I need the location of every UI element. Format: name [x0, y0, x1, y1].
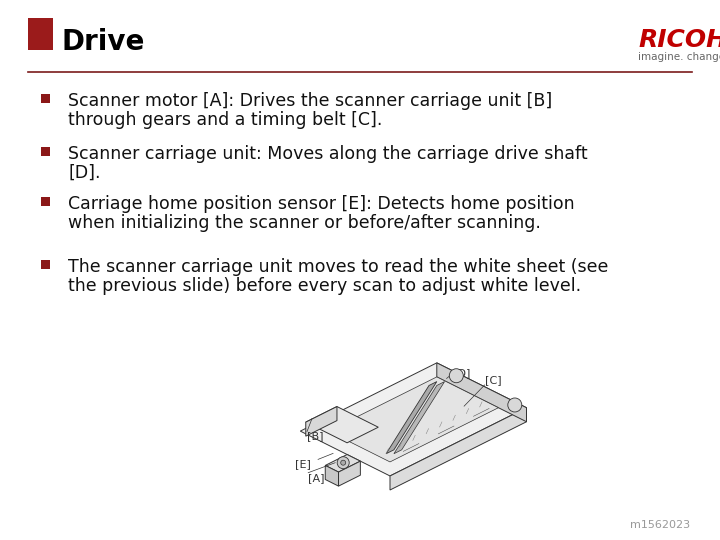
- Polygon shape: [394, 382, 445, 454]
- Polygon shape: [325, 455, 361, 472]
- FancyBboxPatch shape: [40, 260, 50, 269]
- Polygon shape: [306, 407, 378, 443]
- FancyBboxPatch shape: [28, 18, 53, 50]
- Polygon shape: [300, 363, 526, 476]
- Text: Carriage home position sensor [E]: Detects home position: Carriage home position sensor [E]: Detec…: [68, 195, 575, 213]
- Text: The scanner carriage unit moves to read the white sheet (see: The scanner carriage unit moves to read …: [68, 258, 608, 276]
- Text: Scanner carriage unit: Moves along the carriage drive shaft: Scanner carriage unit: Moves along the c…: [68, 145, 588, 163]
- Text: through gears and a timing belt [C].: through gears and a timing belt [C].: [68, 111, 382, 129]
- Circle shape: [508, 398, 522, 412]
- Polygon shape: [338, 461, 361, 486]
- Polygon shape: [386, 382, 437, 454]
- Text: imagine. change.: imagine. change.: [638, 52, 720, 62]
- Polygon shape: [390, 408, 526, 490]
- FancyBboxPatch shape: [40, 94, 50, 103]
- Text: [D].: [D].: [68, 164, 101, 182]
- Text: m1562023: m1562023: [630, 520, 690, 530]
- Circle shape: [341, 460, 346, 465]
- Polygon shape: [306, 407, 337, 436]
- Circle shape: [449, 369, 463, 383]
- FancyBboxPatch shape: [40, 197, 50, 206]
- Polygon shape: [437, 363, 526, 422]
- Polygon shape: [325, 465, 338, 486]
- Text: Scanner motor [A]: Drives the scanner carriage unit [B]: Scanner motor [A]: Drives the scanner ca…: [68, 92, 552, 110]
- Text: the previous slide) before every scan to adjust white level.: the previous slide) before every scan to…: [68, 277, 581, 295]
- Text: Drive: Drive: [62, 28, 145, 56]
- Text: [A]: [A]: [308, 472, 325, 483]
- Text: [C]: [C]: [485, 375, 501, 385]
- Text: when initializing the scanner or before/after scanning.: when initializing the scanner or before/…: [68, 214, 541, 232]
- Polygon shape: [328, 377, 498, 462]
- Text: [E]: [E]: [295, 460, 311, 469]
- Text: RICOH: RICOH: [638, 28, 720, 52]
- Text: [B]: [B]: [307, 431, 323, 442]
- Text: [D]: [D]: [453, 368, 470, 379]
- Circle shape: [337, 457, 349, 469]
- FancyBboxPatch shape: [40, 147, 50, 156]
